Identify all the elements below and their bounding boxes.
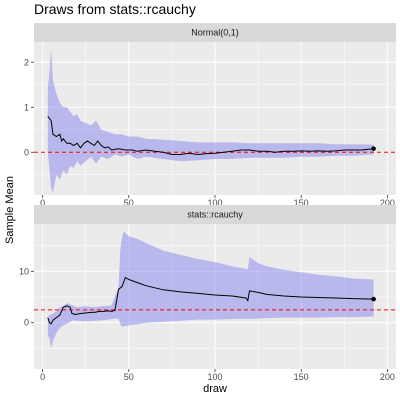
plot-2-y-ticks: 0 10 — [19, 266, 34, 328]
series-1-interval-band — [47, 48, 374, 193]
series-2-interval-band — [47, 231, 374, 349]
x-tick-label: 100 — [207, 372, 222, 382]
x-tick-label: 50 — [124, 198, 134, 208]
panel-1: Normal(0,1) 0 1 2 0 50 100 150 200 — [24, 23, 396, 208]
x-axis-title: draw — [203, 383, 227, 395]
plot-1-x-ticks: 0 50 100 150 200 — [40, 195, 395, 208]
series-1-mean-line — [47, 115, 374, 156]
strip-1-background — [34, 23, 396, 42]
y-tick-label: 2 — [24, 57, 29, 67]
x-tick-label: 50 — [124, 372, 134, 382]
y-tick-label: 0 — [24, 318, 29, 328]
x-tick-label: 150 — [294, 198, 309, 208]
plot-2-data — [34, 231, 396, 349]
x-tick-label: 200 — [380, 198, 395, 208]
strip-2-label: stats::rcauchy — [187, 210, 243, 220]
y-tick-label: 0 — [24, 147, 29, 157]
chart-title: Draws from stats::rcauchy — [34, 1, 196, 17]
x-tick-label: 150 — [294, 372, 309, 382]
panel-2: stats::rcauchy 010 0 50 100 150 200 — [19, 205, 396, 382]
y-tick-label: 1 — [24, 102, 29, 112]
strip-2-background — [34, 205, 396, 224]
plot-1-y-ticks: 0 1 2 — [24, 57, 34, 157]
x-tick-label: 0 — [40, 198, 45, 208]
x-tick-label: 0 — [40, 372, 45, 382]
x-tick-label: 100 — [207, 198, 222, 208]
x-tick-label: 200 — [380, 372, 395, 382]
plot-2-grid — [34, 224, 396, 369]
strip-1-label: Normal(0,1) — [191, 28, 239, 38]
plot-1-data — [34, 48, 396, 193]
series-2-mean-line — [47, 276, 374, 325]
y-axis-title: Sample Mean — [4, 176, 16, 244]
plot-2-x-ticks: 0 50 100 150 200 — [40, 369, 395, 382]
series-2-end-point — [371, 296, 376, 302]
y-tick-label: 10 — [19, 266, 29, 276]
series-1-end-point — [371, 146, 376, 151]
